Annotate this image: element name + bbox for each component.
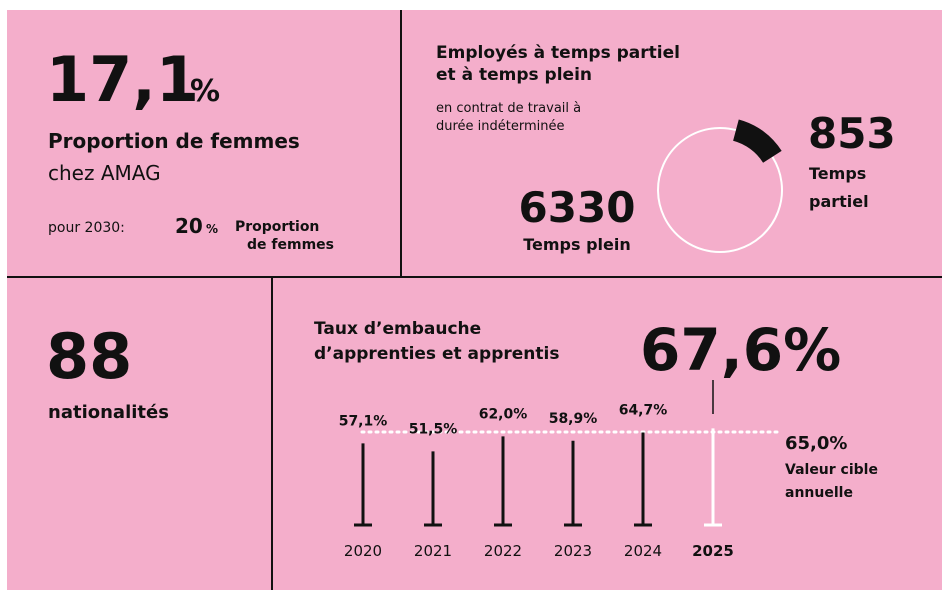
women-label: Proportion de femmes — [48, 129, 300, 153]
employees-title: et à temps plein — [436, 65, 592, 85]
value-label: 57,1% — [339, 413, 388, 429]
target-text: annuelle — [785, 485, 853, 501]
current-value: 67,6% — [640, 316, 841, 384]
value-label: 62,0% — [479, 406, 528, 422]
full-time-label: Temps plein — [523, 235, 631, 254]
women-value: 17,1 — [46, 43, 199, 116]
year-label: 2020 — [344, 542, 382, 560]
target-unit: % — [206, 222, 218, 236]
employees-subtitle: durée indéterminée — [436, 119, 565, 134]
employees-subtitle: en contrat de travail à — [436, 101, 581, 116]
target-text: Valeur cible — [785, 462, 878, 478]
full-time-value: 6330 — [519, 183, 636, 232]
year-label: 2022 — [484, 542, 522, 560]
apprentices-title: d’apprenties et apprentis — [314, 344, 559, 364]
women-sublabel: chez AMAG — [48, 161, 161, 185]
nationalities-value: 88 — [46, 320, 132, 393]
target-label: Proportion — [235, 219, 319, 235]
full-time-arc — [657, 127, 783, 253]
target-prefix: pour 2030: — [48, 220, 125, 236]
value-label: 58,9% — [549, 411, 598, 427]
part-time-label: Temps — [809, 164, 866, 183]
part-time-label: partiel — [809, 192, 869, 211]
target-value: 20 — [175, 214, 203, 238]
apprentices-title: Taux d’embauche — [314, 319, 481, 339]
nationalities-label: nationalités — [48, 402, 169, 423]
year-label: 2021 — [414, 542, 452, 560]
background — [7, 10, 942, 590]
year-label: 2025 — [692, 542, 734, 560]
value-label: 64,7% — [619, 402, 668, 418]
employees-title: Employés à temps partiel — [436, 43, 680, 63]
part-time-arc — [732, 119, 782, 164]
value-label: 51,5% — [409, 421, 458, 437]
year-label: 2024 — [624, 542, 662, 560]
women-unit: % — [190, 74, 220, 109]
part-time-value: 853 — [808, 109, 896, 158]
target-label: de femmes — [247, 237, 334, 253]
target-label: 65,0% — [785, 433, 847, 454]
year-label: 2023 — [554, 542, 592, 560]
